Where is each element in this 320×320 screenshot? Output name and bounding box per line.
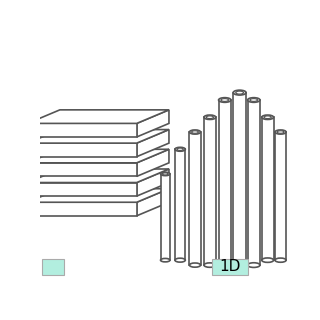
Ellipse shape — [221, 99, 228, 101]
Polygon shape — [137, 110, 169, 137]
FancyBboxPatch shape — [43, 259, 64, 275]
Text: 1D: 1D — [220, 259, 241, 274]
Polygon shape — [28, 143, 137, 157]
Polygon shape — [28, 189, 169, 202]
Ellipse shape — [163, 173, 168, 175]
Ellipse shape — [161, 259, 170, 262]
Ellipse shape — [233, 90, 246, 95]
Polygon shape — [248, 100, 260, 265]
Polygon shape — [137, 169, 169, 196]
Polygon shape — [175, 149, 185, 260]
Polygon shape — [28, 202, 137, 216]
Ellipse shape — [204, 263, 216, 267]
Ellipse shape — [161, 172, 170, 176]
Polygon shape — [262, 117, 274, 260]
Ellipse shape — [189, 263, 201, 267]
Ellipse shape — [189, 130, 201, 134]
Polygon shape — [28, 163, 137, 176]
Polygon shape — [189, 132, 201, 265]
Ellipse shape — [275, 258, 286, 262]
Ellipse shape — [262, 258, 274, 262]
Ellipse shape — [275, 130, 286, 134]
Polygon shape — [28, 149, 169, 163]
Polygon shape — [275, 132, 286, 260]
Ellipse shape — [262, 115, 274, 119]
Polygon shape — [137, 149, 169, 176]
Polygon shape — [28, 169, 169, 182]
Ellipse shape — [177, 148, 183, 150]
Polygon shape — [28, 110, 169, 124]
Polygon shape — [28, 124, 137, 137]
Polygon shape — [161, 174, 170, 260]
Ellipse shape — [175, 147, 185, 151]
Ellipse shape — [248, 263, 260, 268]
Ellipse shape — [233, 263, 246, 268]
Polygon shape — [204, 117, 216, 265]
Polygon shape — [137, 130, 169, 157]
Ellipse shape — [264, 116, 271, 119]
Ellipse shape — [206, 116, 213, 119]
Polygon shape — [28, 182, 137, 196]
Ellipse shape — [175, 258, 185, 262]
Ellipse shape — [277, 131, 284, 133]
Ellipse shape — [248, 98, 260, 102]
Ellipse shape — [219, 98, 231, 102]
Polygon shape — [137, 189, 169, 216]
Ellipse shape — [219, 263, 231, 268]
Ellipse shape — [236, 91, 244, 94]
Polygon shape — [233, 92, 246, 265]
Polygon shape — [219, 100, 231, 265]
Ellipse shape — [192, 131, 198, 133]
FancyBboxPatch shape — [212, 259, 248, 275]
Ellipse shape — [204, 115, 216, 119]
Ellipse shape — [250, 99, 258, 101]
Polygon shape — [28, 130, 169, 143]
